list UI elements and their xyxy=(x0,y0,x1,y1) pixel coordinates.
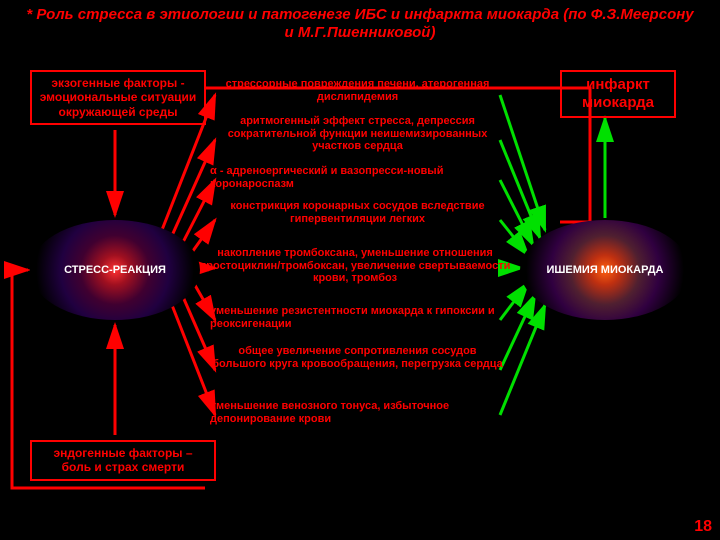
mid-5: накопление тромбоксана, уменьшение отнош… xyxy=(195,247,515,285)
page-title: * Роль стресса в этиологии и патогенезе … xyxy=(0,0,720,42)
box-exogenous: экзогенные факторы - эмоциональные ситуа… xyxy=(30,70,206,125)
mid-2: аритмогенный эффект стресса, депрессия с… xyxy=(210,115,505,153)
page-number: 18 xyxy=(694,518,712,536)
mid-8: уменьшение венозного тонуса, избыточное … xyxy=(210,400,505,425)
mid-1: стрессорные повреждения печени, атероген… xyxy=(210,78,505,103)
box-infarct: инфаркт миокарда xyxy=(560,70,676,118)
ellipse-stress: СТРЕСС-РЕАКЦИЯ xyxy=(30,220,200,320)
box-endogenous: эндогенные факторы – боль и страх смерти xyxy=(30,440,216,481)
mid-4: констрикция коронарных сосудов вследстви… xyxy=(210,200,505,225)
ellipse-ischemia: ИШЕМИЯ МИОКАРДА xyxy=(520,220,690,320)
ellipse-stress-label: СТРЕСС-РЕАКЦИЯ xyxy=(30,264,200,276)
mid-3: α - адреноергический и вазопресси-новый … xyxy=(210,165,505,190)
mid-7: общее увеличение сопротивления сосудов б… xyxy=(210,345,505,370)
mid-6: уменьшение резистентности миокарда к гип… xyxy=(210,305,505,330)
ellipse-ischemia-label: ИШЕМИЯ МИОКАРДА xyxy=(520,264,690,276)
